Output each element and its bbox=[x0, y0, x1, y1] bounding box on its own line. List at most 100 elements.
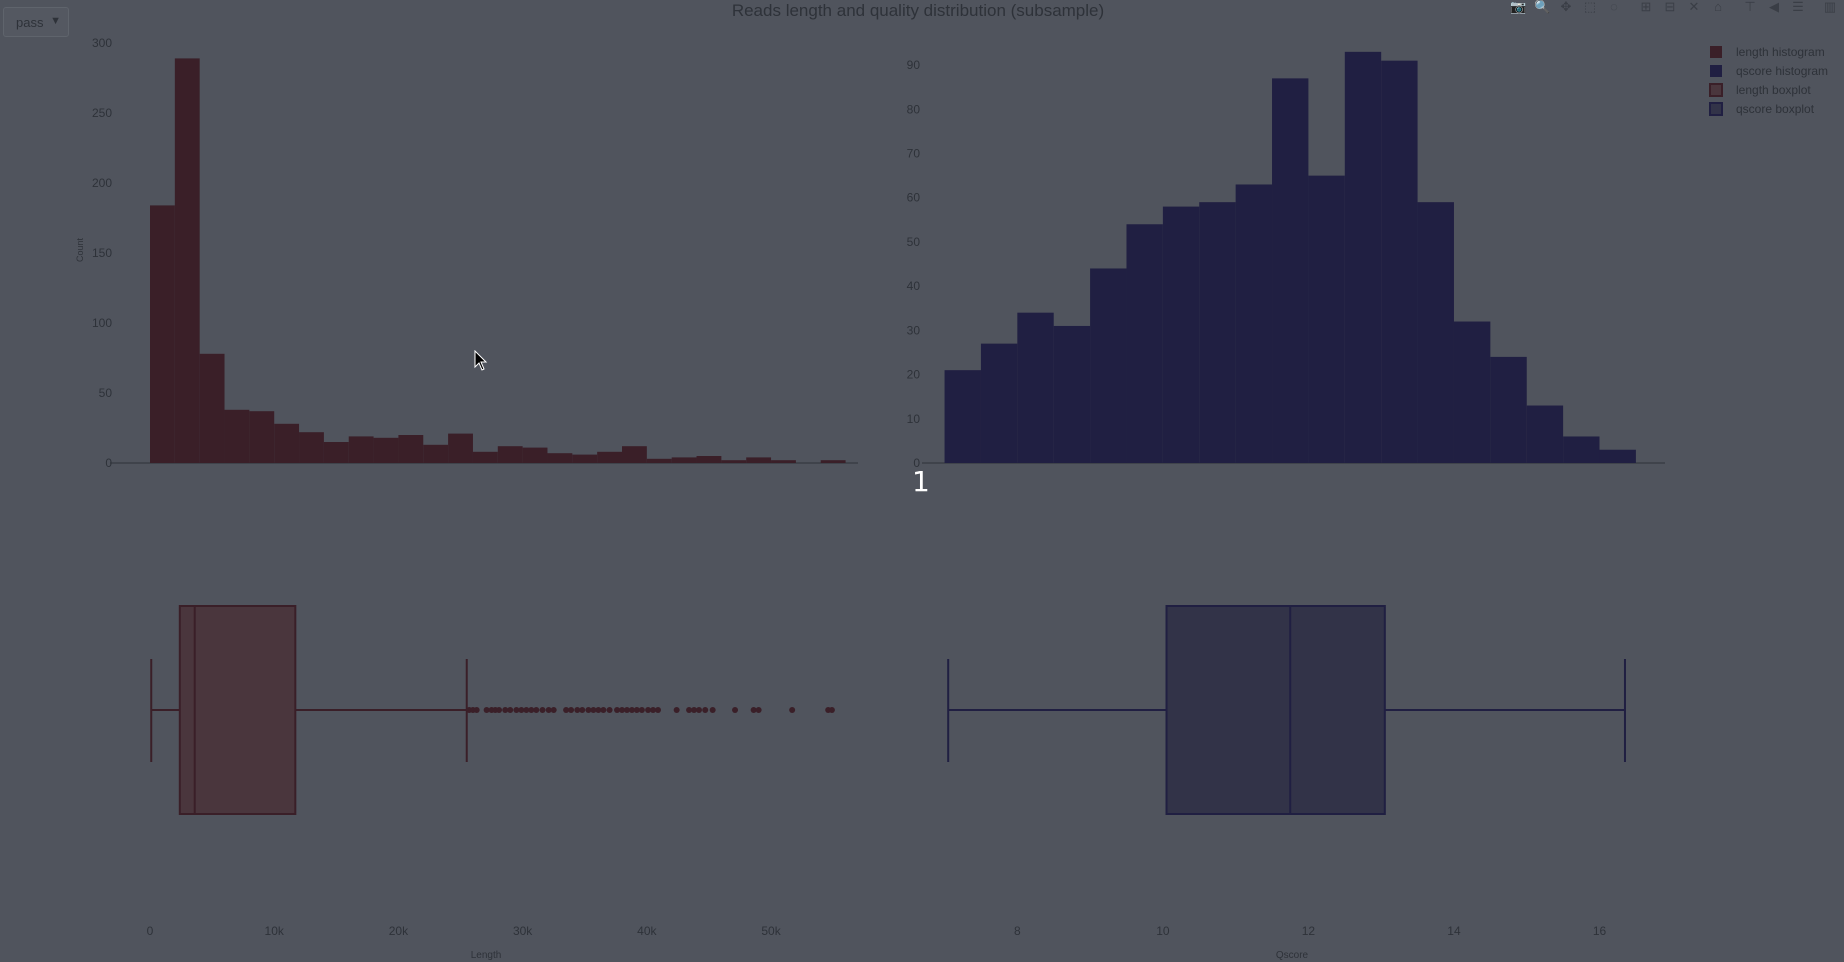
length-histogram-bar bbox=[820, 460, 846, 463]
length-boxplot-xtick-label: 0 bbox=[147, 924, 154, 938]
length-histogram-bar bbox=[199, 353, 225, 463]
length-boxplot-outlier-point bbox=[600, 707, 607, 713]
length-boxplot-outlier-point bbox=[732, 707, 739, 713]
length-boxplot-xlabel: Length bbox=[471, 950, 502, 961]
qscore-histogram-bar bbox=[944, 370, 981, 463]
length-histogram-ytick-label: 150 bbox=[92, 246, 112, 260]
length-boxplot-xtick-label: 30k bbox=[513, 924, 533, 938]
length-histogram-bar bbox=[497, 446, 523, 463]
length-histogram-bar bbox=[398, 435, 424, 463]
length-boxplot-outlier-point bbox=[590, 707, 597, 713]
qscore-histogram-bar bbox=[1490, 356, 1527, 463]
length-boxplot-outlier-point bbox=[496, 707, 503, 713]
length-boxplot-outlier-point bbox=[606, 707, 613, 713]
length-histogram-bar bbox=[373, 437, 399, 463]
length-boxplot-outlier-point bbox=[673, 707, 680, 713]
length-boxplot-outlier-point bbox=[619, 707, 625, 713]
qscore-boxplot-xtick-label: 16 bbox=[1593, 924, 1607, 938]
legend-label: qscore boxplot bbox=[1736, 102, 1815, 116]
length-histogram-bar bbox=[150, 205, 175, 463]
length-histogram-ytick-label: 200 bbox=[92, 176, 112, 190]
length-boxplot-outlier-point bbox=[650, 707, 657, 713]
qscore-boxplot-xtick-label: 10 bbox=[1156, 924, 1170, 938]
qscore-histogram-ytick-label: 70 bbox=[907, 147, 921, 161]
spike-lines-icon[interactable]: ⊤ bbox=[1744, 0, 1756, 14]
qscore-histogram-bar bbox=[1381, 60, 1418, 464]
qscore-histogram-bar bbox=[1126, 224, 1163, 463]
reset-axes-icon[interactable]: ⌂ bbox=[1714, 0, 1722, 14]
length-boxplot-outlier-point bbox=[579, 707, 586, 713]
length-histogram-bar bbox=[522, 447, 548, 463]
length-boxplot-outlier-point bbox=[550, 707, 557, 713]
length-boxplot-outlier-point bbox=[789, 707, 796, 713]
filter-dropdown[interactable]: pass ▼ bbox=[3, 7, 69, 37]
qscore-boxplot-box bbox=[1165, 605, 1386, 815]
length-boxplot-outlier-point bbox=[595, 707, 602, 713]
length-boxplot-outlier-point bbox=[518, 707, 525, 713]
length-boxplot-outlier-point bbox=[533, 707, 540, 713]
length-boxplot-outlier-point bbox=[483, 707, 490, 713]
length-boxplot-xtick-label: 50k bbox=[761, 924, 781, 938]
qscore-boxplot-xtick-label: 14 bbox=[1447, 924, 1461, 938]
qscore-histogram-bar bbox=[1417, 202, 1454, 463]
legend-label: qscore histogram bbox=[1736, 64, 1828, 78]
qscore-histogram-ytick-label: 10 bbox=[907, 412, 921, 426]
camera-icon[interactable]: 📷 bbox=[1510, 0, 1527, 14]
qscore-histogram-bar bbox=[1090, 268, 1127, 463]
chart-title: Reads length and quality distribution (s… bbox=[732, 1, 1104, 20]
autoscale-icon[interactable]: ✕ bbox=[1688, 0, 1700, 14]
legend-swatch bbox=[1710, 65, 1722, 77]
length-boxplot-outlier-point bbox=[691, 707, 698, 713]
length-histogram-bar bbox=[771, 460, 796, 463]
qscore-histogram-bar bbox=[980, 343, 1018, 463]
length-histogram-bar bbox=[597, 451, 622, 463]
length-boxplot-outlier-point bbox=[655, 707, 662, 713]
length-boxplot-outlier-point bbox=[750, 707, 757, 713]
legend: length histogram qscore histogram length b… bbox=[1709, 45, 1828, 116]
length-boxplot-outlier-point bbox=[574, 707, 581, 713]
zoom-icon[interactable]: 🔍 bbox=[1534, 0, 1551, 14]
length-histogram-ytick-label: 250 bbox=[92, 106, 112, 120]
length-boxplot-outlier-point bbox=[638, 707, 645, 713]
length-histogram-bar bbox=[448, 433, 473, 463]
length-boxplot-outlier-point bbox=[585, 707, 592, 713]
length-boxplot-outlier-point bbox=[614, 707, 621, 713]
length-boxplot-xtick-label: 40k bbox=[637, 924, 657, 938]
hover-compare-icon[interactable]: ☰ bbox=[1792, 0, 1804, 14]
length-boxplot-outlier-point bbox=[702, 707, 709, 713]
length-histogram-ylabel: Count bbox=[75, 238, 85, 263]
length-boxplot-xtick-label: 10k bbox=[265, 924, 285, 938]
zoom-in-icon[interactable]: ⊞ bbox=[1640, 0, 1652, 14]
qscore-boxplot-plot: 8 10 12 14 16 Qscore bbox=[947, 605, 1626, 961]
box-select-icon[interactable]: ⬚ bbox=[1583, 0, 1597, 14]
length-histogram-bar bbox=[274, 423, 300, 463]
length-histogram-bar bbox=[348, 436, 374, 463]
length-histogram-bar bbox=[572, 454, 598, 463]
qscore-histogram-ytick-label: 20 bbox=[907, 368, 921, 382]
length-histogram-bar bbox=[174, 58, 200, 464]
qscore-histogram-bar bbox=[1053, 325, 1091, 463]
hover-closest-icon[interactable]: ◀ bbox=[1769, 0, 1779, 14]
chevron-down-icon: ▼ bbox=[50, 15, 61, 27]
pan-icon[interactable]: ✥ bbox=[1560, 0, 1572, 14]
length-boxplot-outlier-point bbox=[633, 707, 640, 713]
length-boxplot-outlier-point bbox=[513, 707, 520, 713]
overlay-number: 1 bbox=[912, 465, 930, 498]
plotly-logo-icon[interactable]: ▥ bbox=[1823, 0, 1837, 14]
legend-swatch bbox=[1709, 102, 1723, 116]
qscore-histogram-bar bbox=[1199, 202, 1236, 463]
length-histogram-ytick-label: 0 bbox=[105, 456, 112, 470]
length-histogram-ytick-label: 300 bbox=[92, 36, 112, 50]
length-histogram-bar bbox=[472, 451, 498, 463]
length-boxplot-outlier-point bbox=[473, 707, 480, 713]
lasso-icon[interactable]: ◌ bbox=[1610, 0, 1618, 14]
qscore-histogram-bar bbox=[1563, 436, 1600, 463]
qscore-histogram-ytick-label: 0 bbox=[913, 456, 920, 470]
qscore-histogram-bar bbox=[1017, 312, 1054, 463]
length-histogram-bar bbox=[547, 453, 573, 463]
length-boxplot-outlier-point bbox=[755, 707, 762, 713]
length-boxplot-plot: 0 10k 20k 30k 40k 50k Length bbox=[147, 605, 835, 961]
zoom-out-icon[interactable]: ⊟ bbox=[1664, 0, 1676, 14]
length-histogram-bar bbox=[423, 444, 449, 463]
